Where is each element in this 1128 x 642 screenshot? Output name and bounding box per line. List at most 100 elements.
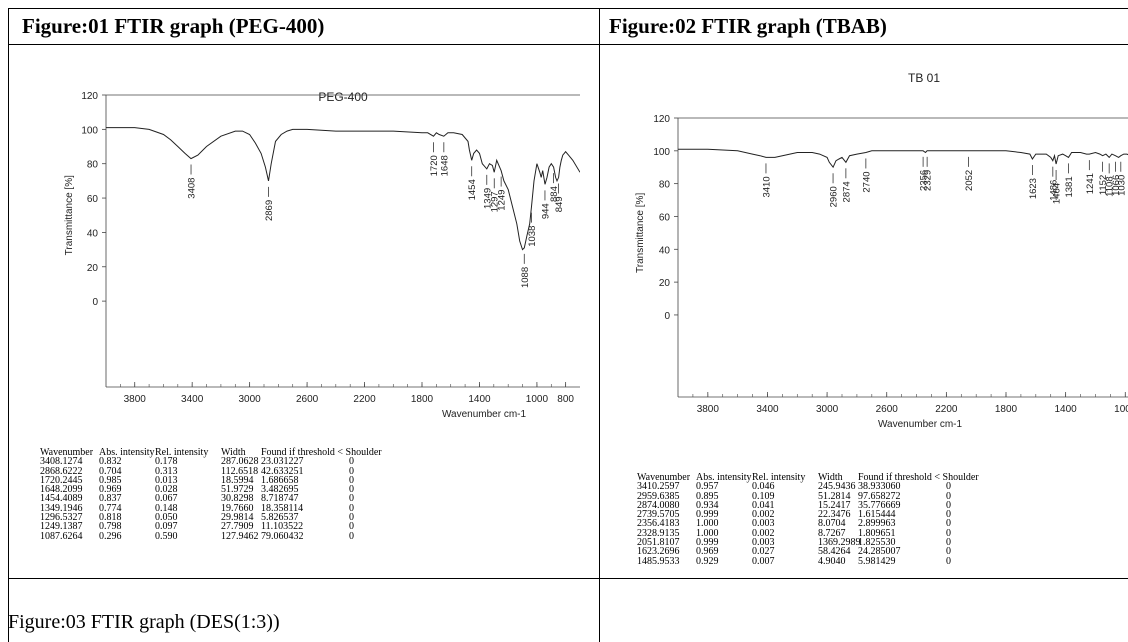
- header-divider: [8, 44, 1128, 45]
- peak-table-cell: 2959.6385: [637, 490, 680, 502]
- peak-table-cell: 35.776669: [858, 499, 901, 511]
- peak-table-cell: 1.825530: [858, 537, 896, 549]
- peak-table-row: 2356.4183 1.000 0.003 8.0704 2.899963 0: [637, 518, 1018, 530]
- peak-table-cell: 0.969: [696, 546, 719, 558]
- ftir-chart-peg400: PEG-400 120 100 80 60 40 20 0 Transmittance [%] 3…: [64, 90, 580, 420]
- peak-table-cell: 29.9814: [221, 512, 254, 524]
- peak-label: 1030: [1116, 175, 1127, 196]
- peak-table-header-cell: Rel. intensity: [752, 472, 806, 483]
- peak-table-header-cell: Found if threshold < Shoulder: [261, 447, 382, 458]
- row-divider: [8, 578, 1128, 579]
- y-tick-label: 100: [81, 125, 98, 136]
- peak-table-row: 1249.1387 0.798 0.097 27.7909 11.103522 0: [40, 521, 421, 533]
- peak-table-header: Wavenumber Abs. intensity Rel. intensity Wi…: [40, 447, 421, 458]
- peak-label: 1152: [1098, 175, 1109, 195]
- x-tick-label: 1800: [411, 394, 434, 405]
- peak-table-cell: 2739.5705: [637, 509, 680, 521]
- peak-label: 1241: [1085, 173, 1096, 194]
- peak-table-tbab: Wavenumber Abs. intensity Rel. intensity Wi…: [637, 472, 1018, 567]
- y-tick-label: 60: [659, 212, 671, 223]
- peak-label: 1297: [490, 191, 501, 212]
- peak-table-cell: 0: [349, 512, 354, 524]
- chart-title: TB 01: [908, 71, 940, 85]
- peak-table-cell: 5.981429: [858, 555, 896, 567]
- peak-table-cell: 0.041: [752, 499, 775, 511]
- y-tick-label: 60: [87, 194, 99, 205]
- peak-table-header-cell: Width: [818, 472, 843, 483]
- peak-table-row: 2959.6385 0.895 0.109 51.2814 97.658272 0: [637, 490, 1018, 502]
- peak-table-cell: 1720.2445: [40, 474, 83, 486]
- y-tick-label: 40: [659, 245, 671, 256]
- peak-table-cell: 23.031227: [261, 456, 304, 468]
- x-tick-label: 1400: [1055, 404, 1078, 415]
- peak-table-cell: 0: [946, 546, 951, 558]
- peak-table-row: 1296.5327 0.818 0.050 29.9814 5.826537 0: [40, 512, 421, 524]
- peak-table-cell: 0.148: [155, 502, 178, 514]
- peak-label: 2052: [964, 170, 975, 191]
- peak-table-row: 1454.4089 0.837 0.067 30.8298 8.718747 0: [40, 493, 421, 505]
- peak-table-cell: 0.774: [99, 502, 122, 514]
- peak-table-cell: 0.313: [155, 465, 178, 477]
- spectrum-line: [106, 127, 580, 251]
- x-tick-label: 2600: [296, 394, 319, 405]
- peak-table-cell: 0.999: [696, 537, 719, 549]
- peak-table-cell: 0.929: [696, 555, 719, 567]
- peak-table-cell: 2874.0080: [637, 499, 680, 511]
- y-tick-label: 20: [87, 263, 99, 274]
- peak-label: 1454: [467, 179, 478, 200]
- x-tick-label: 1800: [995, 404, 1018, 415]
- peak-table-cell: 22.3476: [818, 509, 851, 521]
- peak-table-row: 3410.2597 0.957 0.046 245.9436 38.933060 0: [637, 481, 1018, 493]
- peak-label: 1623: [1028, 178, 1039, 199]
- peak-table-cell: 2051.8107: [637, 537, 680, 549]
- peak-table-cell: 0: [349, 502, 354, 514]
- peak-table-header-cell: Width: [221, 447, 246, 458]
- peak-table-row: 2739.5705 0.999 0.002 22.3476 1.615444 0: [637, 509, 1018, 521]
- table-border-left: [8, 8, 9, 642]
- peak-table-cell: 11.103522: [261, 521, 304, 533]
- peak-label: 2874: [841, 181, 852, 202]
- peak-table-cell: 112.6518: [221, 465, 259, 477]
- peak-table-cell: 42.633251: [261, 465, 304, 477]
- peak-table-cell: 0.002: [752, 509, 775, 521]
- peak-table-cell: 1.615444: [858, 509, 896, 521]
- peak-table-cell: 0.704: [99, 465, 122, 477]
- peak-table-row: 2328.9135 1.000 0.002 8.7267 1.809651 0: [637, 527, 1018, 539]
- peak-table-cell: 0: [349, 493, 354, 505]
- peak-label: 944: [540, 203, 551, 219]
- peak-table-cell: 0.003: [752, 518, 775, 530]
- peak-table-cell: 0.046: [752, 481, 775, 493]
- peak-label: 1108: [1105, 176, 1116, 196]
- peak-table-cell: 0.832: [99, 456, 122, 468]
- y-tick-label: 40: [87, 228, 99, 239]
- peak-table-header-cell: Rel. intensity: [155, 447, 209, 458]
- peak-table-header-cell: Abs. intensity: [99, 447, 155, 458]
- peak-table-cell: 4.9040: [818, 555, 846, 567]
- peak-table-cell: 1349.1946: [40, 502, 83, 514]
- peak-table-cell: 1.000: [696, 527, 719, 539]
- column-divider: [599, 8, 600, 642]
- peak-table-cell: 0.969: [99, 484, 122, 496]
- peak-table-row: 2868.6222 0.704 0.313 112.6518 42.633251 0: [40, 465, 421, 477]
- peak-table-cell: 1.809651: [858, 527, 896, 539]
- peak-table-cell: 58.4264: [818, 546, 851, 558]
- table-border-top: [8, 8, 1128, 9]
- peak-table-cell: 0: [349, 521, 354, 533]
- y-tick-label: 80: [659, 180, 671, 191]
- peak-table-cell: 24.285007: [858, 546, 901, 558]
- ftir-chart-tbab: TB 01 120 100 80 60 40 20 0 Transmittance [%] 380…: [635, 71, 1128, 430]
- peak-table-cell: 1623.2696: [637, 546, 680, 558]
- peak-table-cell: 0.296: [99, 530, 122, 542]
- peak-table-cell: 5.826537: [261, 512, 299, 524]
- y-tick-label: 120: [653, 114, 670, 125]
- peak-table-peg400: Wavenumber Abs. intensity Rel. intensity Wi…: [40, 447, 421, 542]
- peak-table-cell: 8.7267: [818, 527, 846, 539]
- peak-label: 849: [554, 196, 565, 212]
- peak-table-cell: 1485.9533: [637, 555, 680, 567]
- peak-table-cell: 19.7660: [221, 502, 254, 514]
- y-axis-label: Transmittance [%]: [64, 175, 75, 255]
- y-tick-label: 80: [87, 160, 99, 171]
- peak-table-cell: 3408.1274: [40, 456, 83, 468]
- peak-table-cell: 51.2814: [818, 490, 851, 502]
- peak-table-cell: 127.9462: [221, 530, 259, 542]
